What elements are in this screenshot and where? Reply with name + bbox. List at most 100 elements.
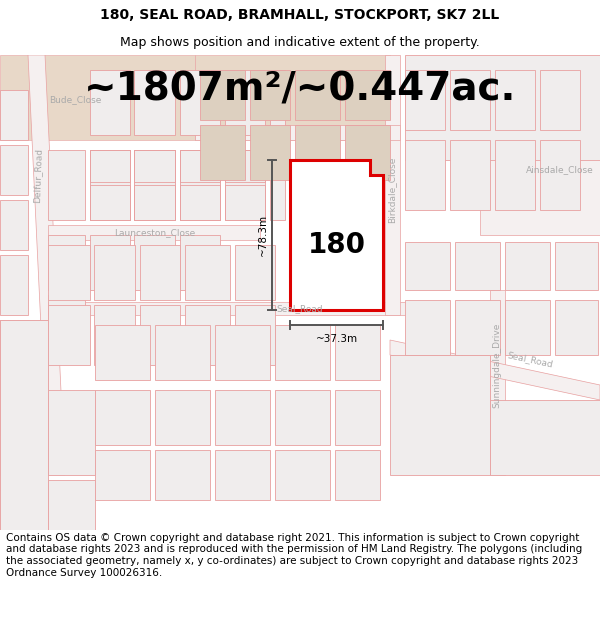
Polygon shape (0, 440, 28, 490)
Polygon shape (48, 480, 95, 530)
Polygon shape (490, 290, 505, 475)
Text: Bude_Close: Bude_Close (49, 96, 101, 104)
Polygon shape (540, 140, 580, 210)
Polygon shape (180, 70, 220, 135)
Text: Seal_Road: Seal_Road (506, 351, 554, 369)
Polygon shape (134, 70, 175, 135)
Polygon shape (95, 325, 150, 380)
Polygon shape (405, 140, 445, 210)
Polygon shape (405, 70, 445, 130)
Polygon shape (155, 450, 210, 500)
Polygon shape (295, 125, 340, 180)
Polygon shape (0, 320, 48, 475)
Polygon shape (275, 390, 330, 445)
Polygon shape (490, 400, 600, 475)
Polygon shape (180, 235, 220, 290)
Polygon shape (225, 70, 265, 135)
Polygon shape (290, 160, 383, 310)
Polygon shape (215, 450, 270, 500)
Polygon shape (48, 390, 95, 475)
Polygon shape (0, 255, 28, 315)
Polygon shape (0, 320, 28, 375)
Polygon shape (505, 300, 550, 355)
Text: Map shows position and indicative extent of the property.: Map shows position and indicative extent… (120, 36, 480, 49)
Polygon shape (155, 325, 210, 380)
Polygon shape (540, 70, 580, 130)
Polygon shape (215, 325, 270, 380)
Polygon shape (134, 235, 175, 290)
Polygon shape (405, 55, 600, 160)
Polygon shape (94, 245, 135, 300)
Text: Birkdale_Close: Birkdale_Close (388, 157, 397, 223)
Polygon shape (90, 150, 130, 220)
Polygon shape (0, 200, 28, 250)
Polygon shape (48, 225, 260, 240)
Polygon shape (48, 150, 85, 220)
Polygon shape (90, 150, 130, 220)
Polygon shape (270, 70, 285, 135)
Polygon shape (0, 380, 28, 435)
Polygon shape (200, 70, 245, 120)
Polygon shape (335, 390, 380, 445)
Text: ~78.3m: ~78.3m (258, 214, 268, 256)
Polygon shape (195, 55, 390, 140)
Polygon shape (450, 140, 490, 210)
Polygon shape (270, 150, 285, 220)
Polygon shape (250, 125, 290, 180)
Polygon shape (455, 242, 500, 290)
Polygon shape (250, 70, 290, 120)
Polygon shape (555, 300, 598, 355)
Polygon shape (95, 450, 150, 500)
Polygon shape (275, 450, 330, 500)
Polygon shape (48, 245, 90, 300)
Polygon shape (0, 480, 48, 530)
Polygon shape (95, 390, 150, 445)
Polygon shape (200, 125, 245, 180)
Polygon shape (505, 242, 550, 290)
Polygon shape (90, 235, 130, 290)
Text: ~37.3m: ~37.3m (316, 334, 358, 344)
Polygon shape (180, 150, 220, 220)
Polygon shape (335, 325, 380, 380)
Polygon shape (495, 70, 535, 130)
Polygon shape (235, 245, 275, 300)
Polygon shape (94, 305, 135, 365)
Polygon shape (335, 450, 380, 500)
Polygon shape (48, 302, 410, 315)
Polygon shape (185, 305, 230, 365)
Polygon shape (390, 355, 490, 475)
Polygon shape (134, 150, 175, 220)
Polygon shape (345, 70, 390, 120)
Polygon shape (235, 305, 275, 365)
Polygon shape (225, 150, 265, 220)
Polygon shape (480, 160, 600, 235)
Polygon shape (0, 320, 48, 530)
Polygon shape (0, 55, 195, 140)
Polygon shape (345, 125, 390, 180)
Polygon shape (28, 55, 65, 475)
Polygon shape (295, 70, 340, 120)
Polygon shape (405, 242, 450, 290)
Polygon shape (450, 70, 490, 130)
Polygon shape (0, 145, 28, 195)
Polygon shape (455, 300, 500, 355)
Polygon shape (495, 140, 535, 210)
Text: Delfur_Road: Delfur_Road (32, 148, 43, 202)
Polygon shape (390, 340, 600, 400)
Polygon shape (275, 325, 330, 380)
Text: 180: 180 (308, 231, 365, 259)
Polygon shape (48, 305, 90, 365)
Polygon shape (90, 70, 130, 135)
Text: Launceston_Close: Launceston_Close (115, 229, 196, 238)
Polygon shape (134, 150, 175, 220)
Text: 180, SEAL ROAD, BRAMHALL, STOCKPORT, SK7 2LL: 180, SEAL ROAD, BRAMHALL, STOCKPORT, SK7… (100, 8, 500, 22)
Polygon shape (185, 245, 230, 300)
Text: ~1807m²/~0.447ac.: ~1807m²/~0.447ac. (84, 71, 516, 109)
Polygon shape (155, 390, 210, 445)
Text: Sunningdale_Drive: Sunningdale_Drive (493, 322, 502, 408)
Text: Contains OS data © Crown copyright and database right 2021. This information is : Contains OS data © Crown copyright and d… (6, 533, 582, 578)
Polygon shape (0, 90, 28, 140)
Polygon shape (140, 305, 180, 365)
Polygon shape (405, 300, 450, 355)
Polygon shape (195, 125, 400, 140)
